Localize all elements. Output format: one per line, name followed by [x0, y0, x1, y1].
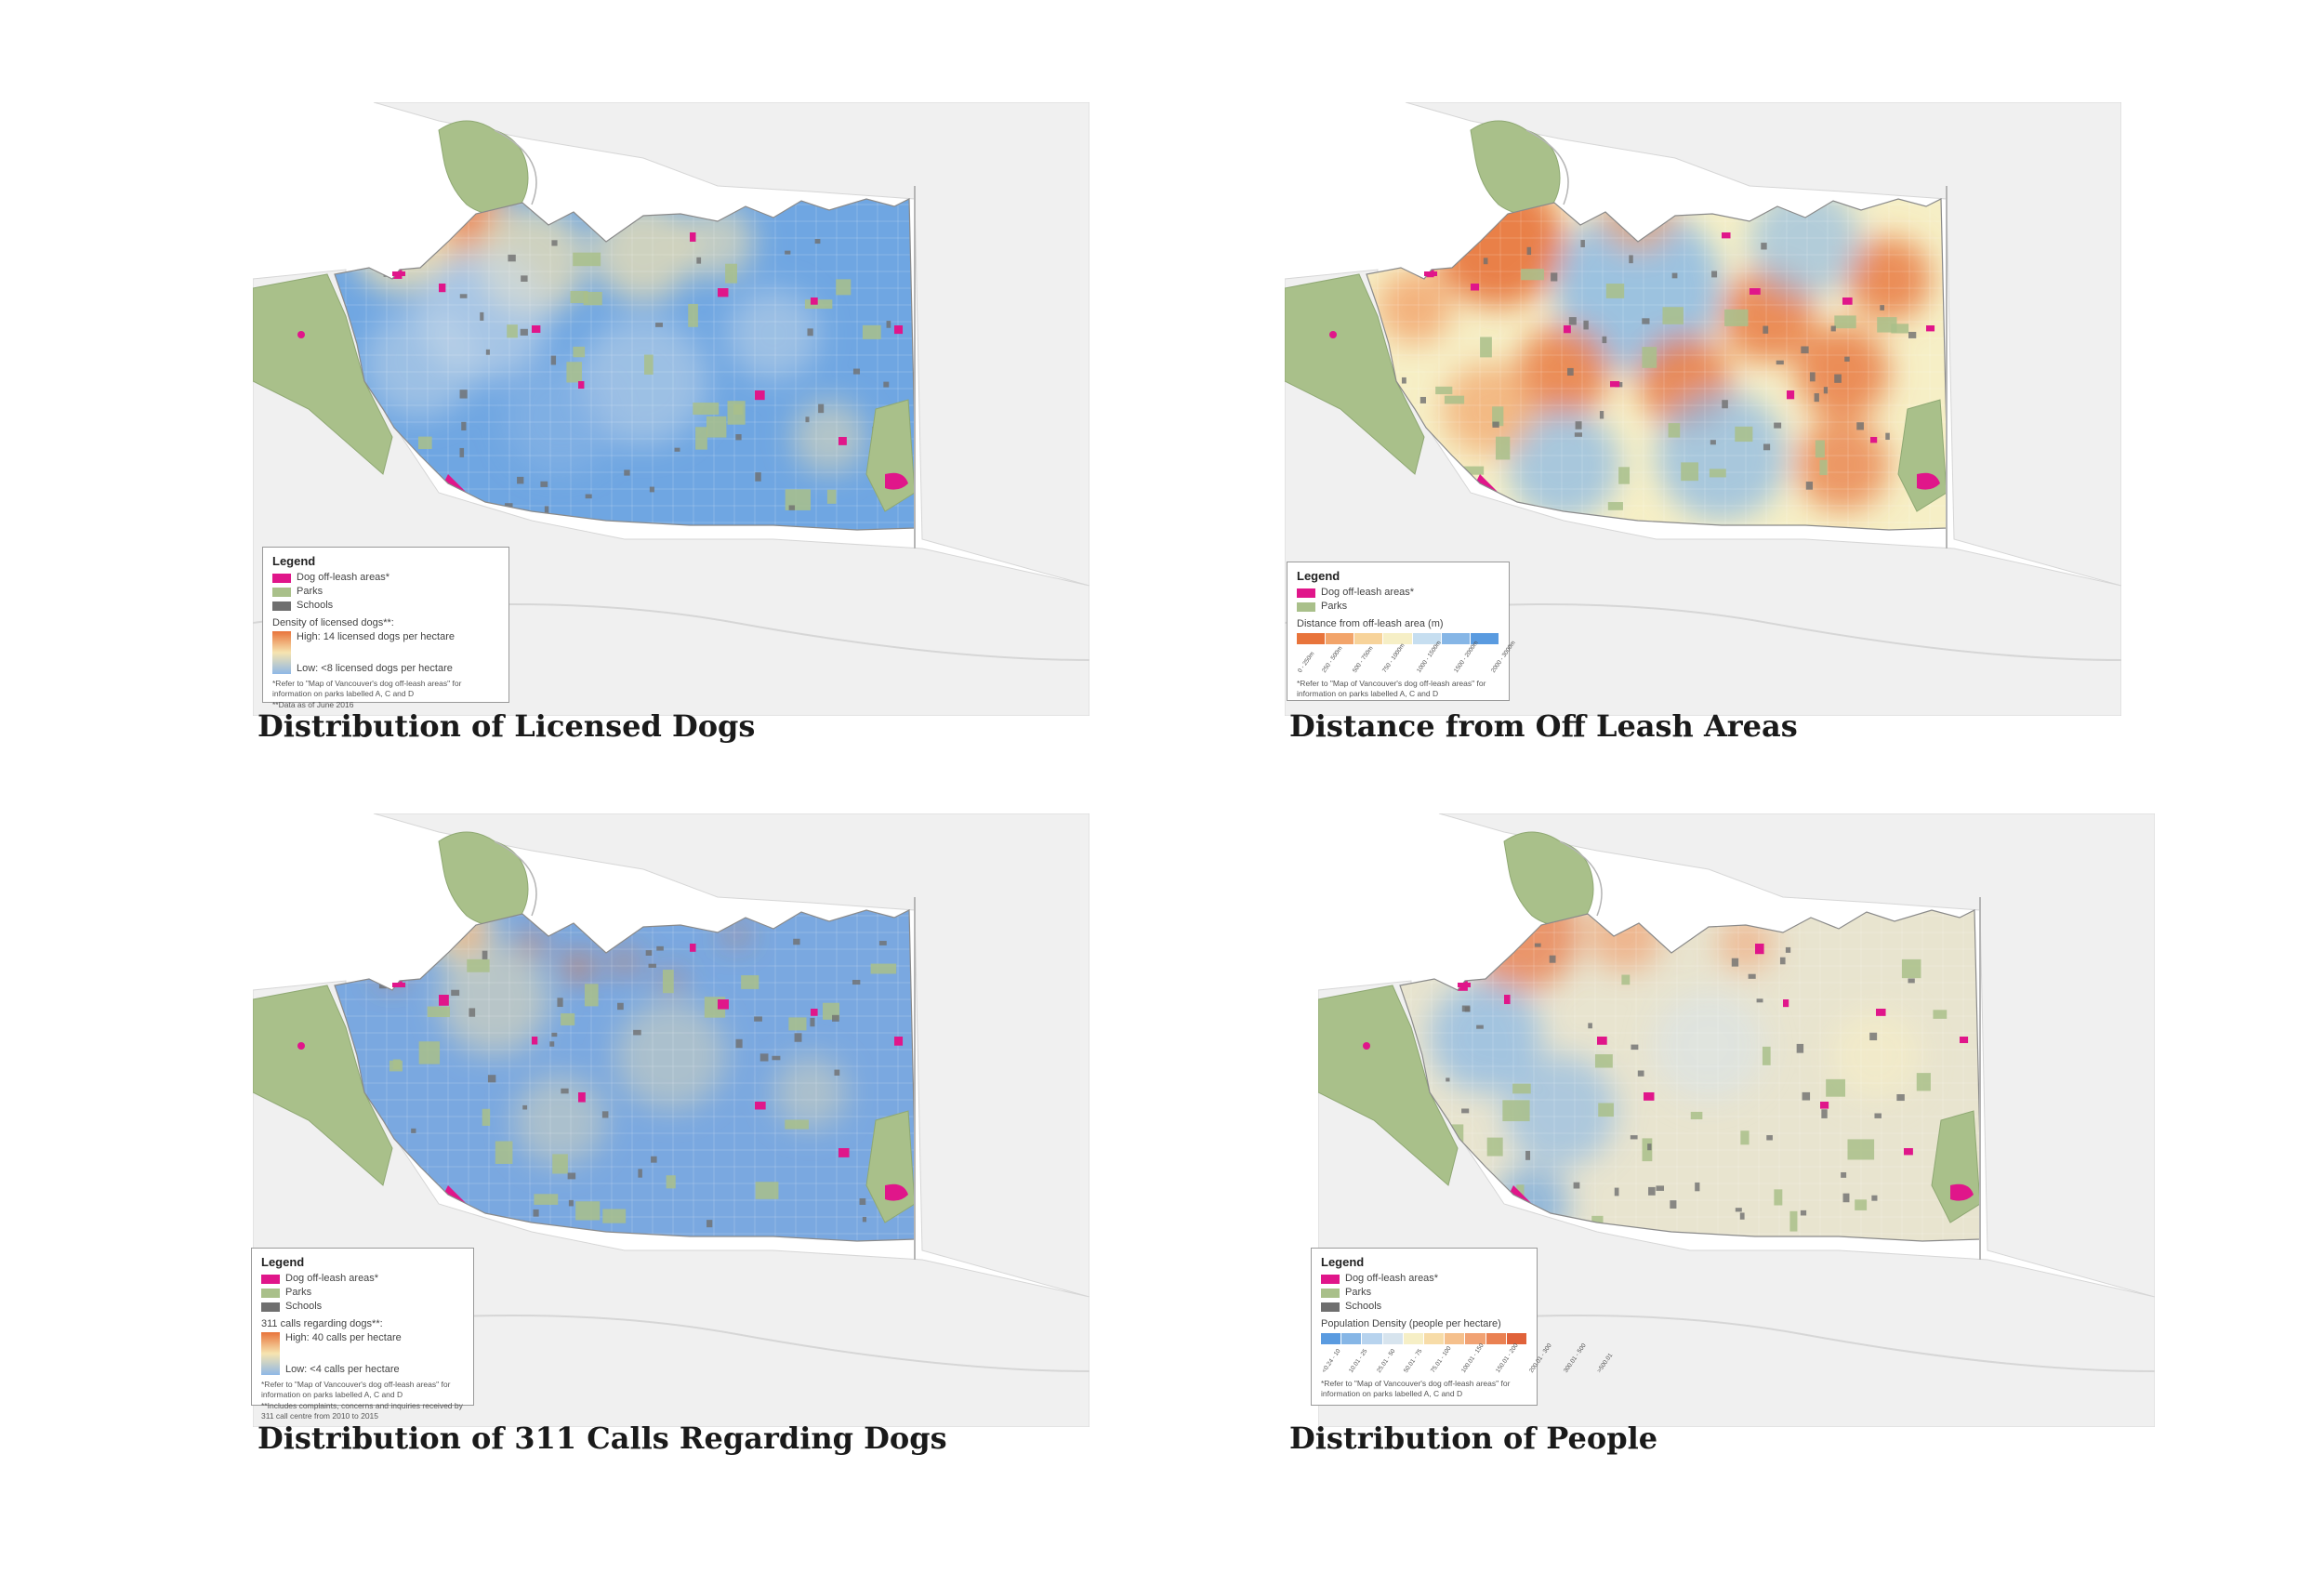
legend-item-off-leash: Dog off-leash areas* [1321, 1272, 1527, 1286]
legend-title: Legend [261, 1255, 305, 1269]
legend-gradient: High: 14 licensed dogs per hectare Low: … [272, 631, 499, 674]
class-swatch [1383, 633, 1412, 644]
parks-swatch [261, 1288, 280, 1298]
legend-subtitle: 311 calls regarding dogs**: [261, 1318, 383, 1329]
class-swatch [1362, 1333, 1382, 1344]
legend-subtitle: Population Density (people per hectare) [1321, 1318, 1501, 1329]
class-swatch [1382, 1333, 1403, 1344]
class-swatch [1326, 633, 1354, 644]
legend-note: *Refer to "Map of Vancouver's dog off-le… [1297, 679, 1486, 698]
vancouver-map [253, 102, 1089, 716]
legend-item-schools: Schools [261, 1300, 464, 1314]
legend-high: High: 40 calls per hectare [285, 1332, 402, 1343]
legend-licensed-dogs: Legend Dog off-leash areas* Parks School… [262, 547, 509, 709]
panel-caption: Distribution of People [1289, 1421, 1658, 1456]
off-leash-swatch [272, 573, 291, 583]
legend-people: Legend Dog off-leash areas* Parks School… [1311, 1248, 1615, 1406]
legend-title: Legend [1297, 569, 1340, 583]
class-swatch [1321, 1333, 1341, 1344]
legend-item-off-leash: Dog off-leash areas* [272, 571, 499, 585]
class-swatch [1506, 1333, 1527, 1344]
parks-swatch [272, 587, 291, 597]
class-swatch [1441, 633, 1470, 644]
legend-classes [1321, 1333, 1527, 1344]
legend-class-labels: 0 - 250m 250 - 500m 500 - 750m 750 - 1000m… [1297, 640, 1517, 675]
class-swatch [1403, 1333, 1424, 1344]
legend-class-labels: <0.24 - 10 10.01 - 25 25.01 - 50 50.01 - 7… [1321, 1342, 1615, 1375]
class-swatch [1297, 633, 1326, 644]
legend-low: Low: <8 licensed dogs per hectare [297, 663, 453, 674]
off-leash-swatch [261, 1274, 280, 1284]
parks-swatch [1321, 1288, 1340, 1298]
panel-caption: Distribution of 311 Calls Regarding Dogs [257, 1421, 947, 1456]
off-leash-swatch [1297, 588, 1315, 598]
class-swatch [1470, 633, 1499, 644]
legend-gradient: High: 40 calls per hectare Low: <4 calls… [261, 1332, 464, 1375]
schools-swatch [261, 1302, 280, 1312]
off-leash-swatch [1321, 1274, 1340, 1284]
class-swatch [1424, 1333, 1445, 1344]
legend-high: High: 14 licensed dogs per hectare [297, 631, 455, 642]
class-swatch [1445, 1333, 1465, 1344]
legend-item-schools: Schools [1321, 1300, 1527, 1314]
schools-swatch [272, 601, 291, 611]
panel-caption: Distribution of Licensed Dogs [257, 708, 756, 744]
schools-swatch [1321, 1302, 1340, 1312]
legend-item-schools: Schools [272, 599, 499, 613]
legend-note: *Refer to "Map of Vancouver's dog off-le… [272, 679, 462, 698]
legend-note: **Data as of June 2016 [272, 700, 354, 709]
legend-note: *Refer to "Map of Vancouver's dog off-le… [1321, 1379, 1511, 1398]
class-swatch [1412, 633, 1441, 644]
legend-subtitle: Density of licensed dogs**: [272, 617, 394, 628]
legend-311-calls: Legend Dog off-leash areas* Parks School… [251, 1248, 474, 1421]
legend-item-parks: Parks [1321, 1286, 1527, 1300]
legend-classes [1297, 633, 1499, 644]
gradient-bar [261, 1332, 280, 1375]
map-311-calls [253, 813, 1089, 1427]
legend-item-off-leash: Dog off-leash areas* [1297, 586, 1499, 600]
legend-title: Legend [1321, 1255, 1365, 1269]
class-swatch [1354, 633, 1383, 644]
map-licensed-dogs [253, 102, 1089, 716]
vancouver-map [253, 813, 1089, 1427]
legend-note: *Refer to "Map of Vancouver's dog off-le… [261, 1380, 451, 1399]
legend-item-parks: Parks [261, 1286, 464, 1300]
legend-item-parks: Parks [1297, 600, 1499, 614]
class-swatch [1341, 1333, 1362, 1344]
legend-item-parks: Parks [272, 585, 499, 599]
panel-caption: Distance from Off Leash Areas [1289, 708, 1798, 744]
legend-title: Legend [272, 554, 316, 568]
legend-subtitle: Distance from off-leash area (m) [1297, 618, 1444, 629]
legend-item-off-leash: Dog off-leash areas* [261, 1272, 464, 1286]
parks-swatch [1297, 601, 1315, 612]
class-swatch [1465, 1333, 1486, 1344]
gradient-bar [272, 631, 291, 674]
legend-low: Low: <4 calls per hectare [285, 1364, 400, 1375]
class-swatch [1486, 1333, 1506, 1344]
legend-distance: Legend Dog off-leash areas* Parks Distan… [1287, 562, 1517, 701]
legend-note: **Includes complaints, concerns and inqu… [261, 1401, 463, 1421]
